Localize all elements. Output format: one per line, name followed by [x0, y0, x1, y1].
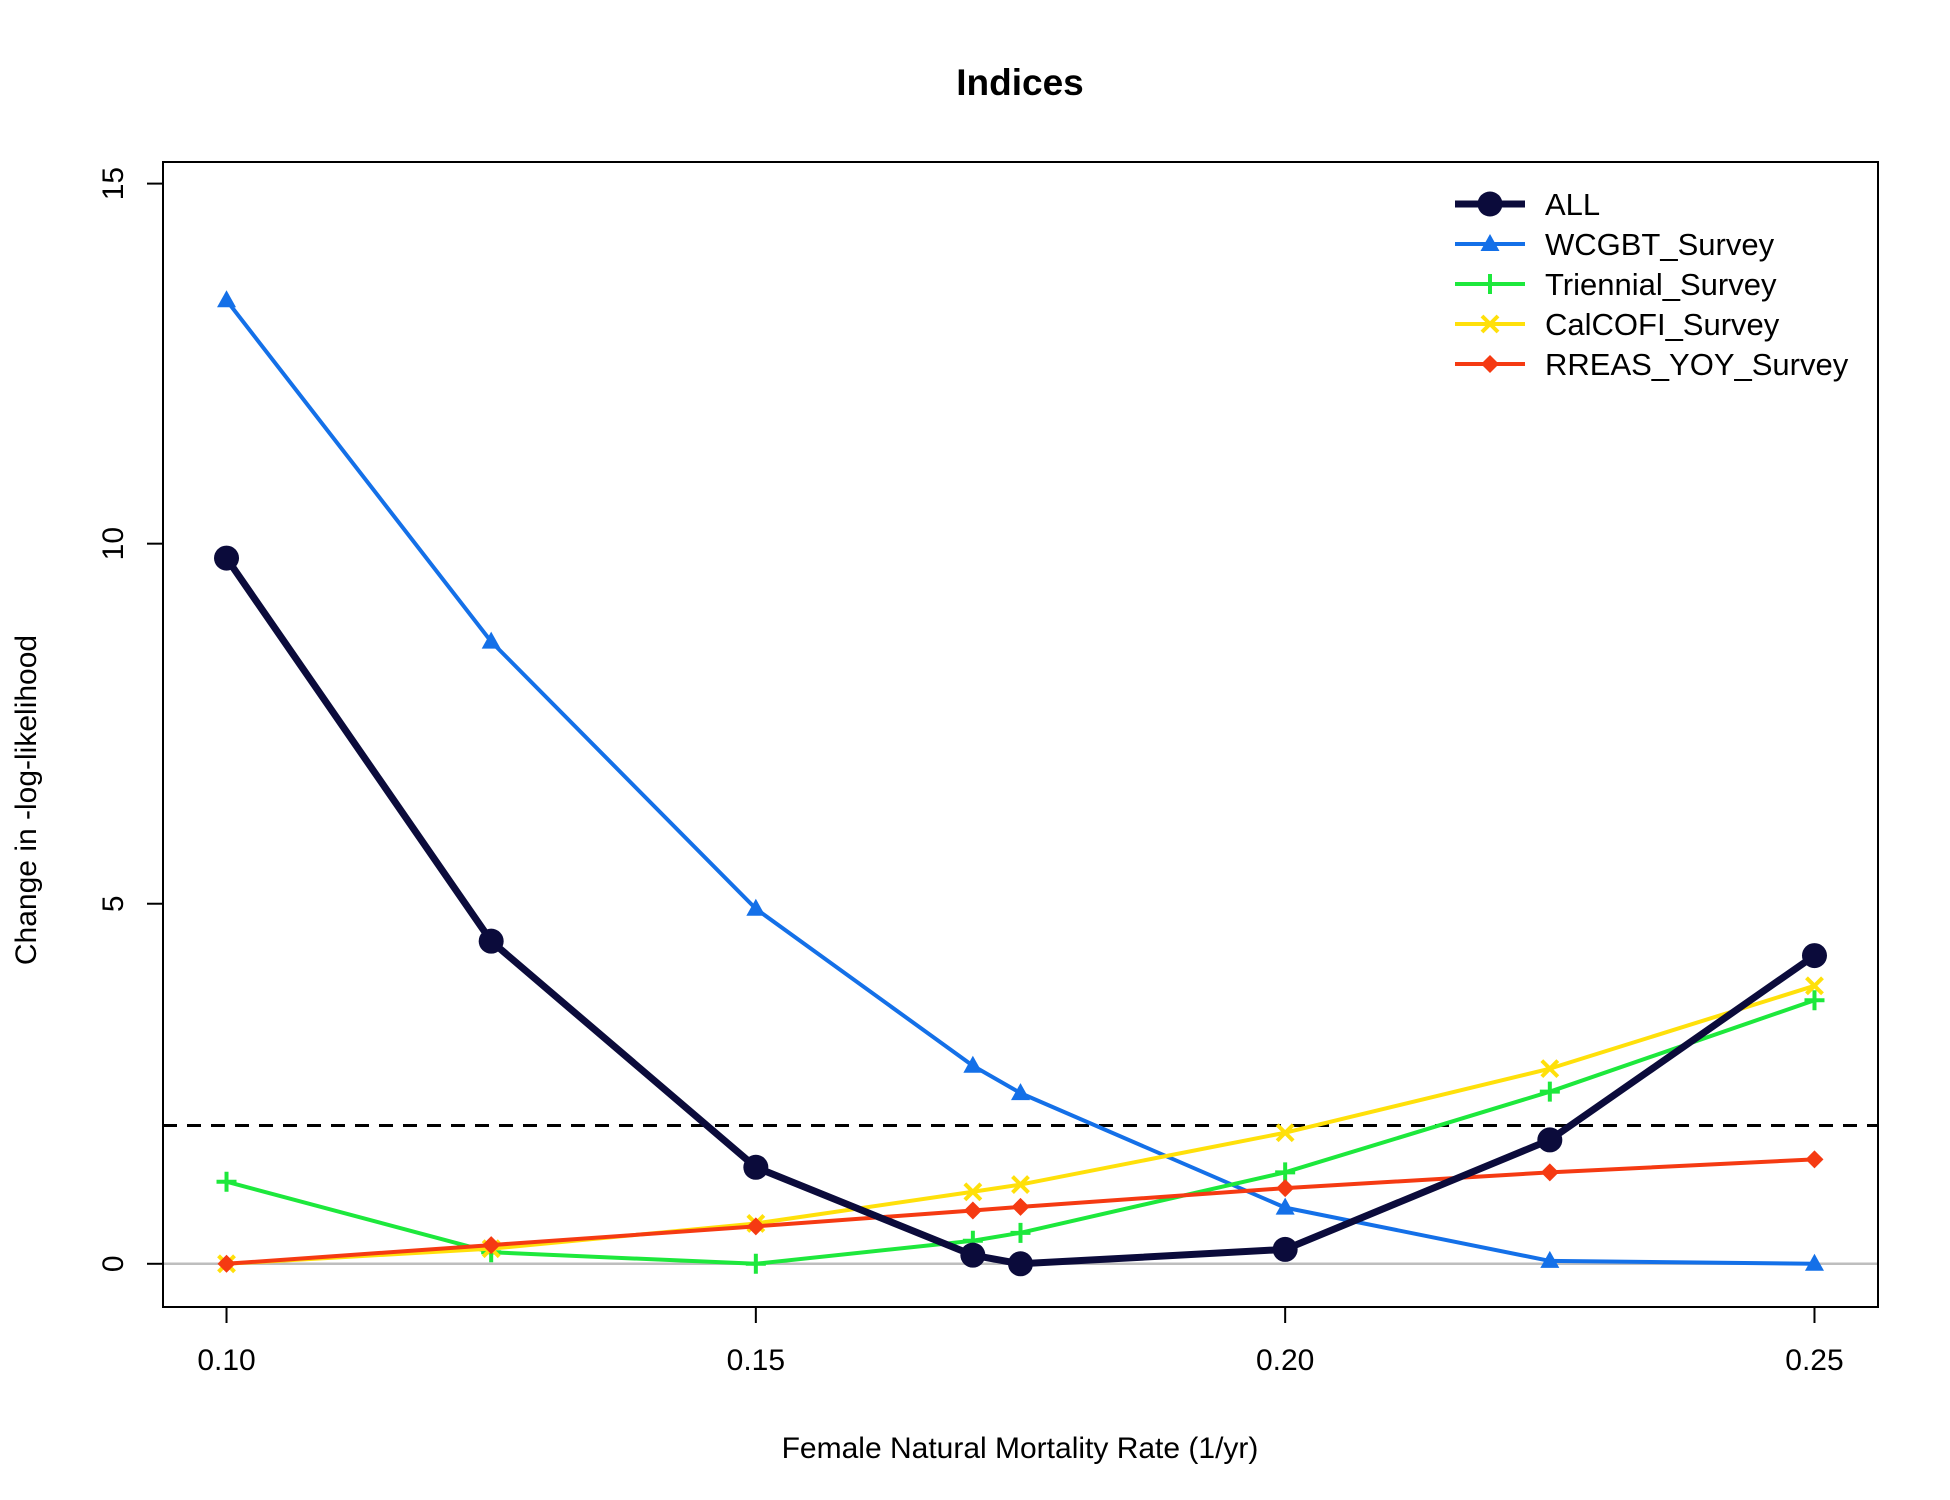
data-point-all: [743, 1154, 769, 1180]
legend-label-rreas-yoy-survey: RREAS_YOY_Survey: [1545, 347, 1849, 382]
legend-marker-rreas-yoy-survey: [1481, 355, 1499, 373]
data-point-rreas-yoy-survey: [1540, 1163, 1559, 1182]
series-line-calcofi-survey: [224, 983, 1817, 1266]
y-tick-label: 5: [97, 895, 130, 912]
legend-marker-triennial-survey: [1480, 274, 1500, 294]
data-point-wcgbt-survey: [1804, 1253, 1824, 1271]
data-point-wcgbt-survey: [963, 1055, 983, 1073]
data-point-triennial-survey: [1010, 1222, 1031, 1243]
data-point-calcofi-survey: [1011, 1175, 1030, 1194]
x-axis-title: Female Natural Mortality Rate (1/yr): [782, 1432, 1259, 1465]
legend-marker-all: [1477, 191, 1503, 217]
data-point-wcgbt-survey: [1540, 1250, 1560, 1268]
y-tick-label: 0: [97, 1255, 130, 1272]
data-point-rreas-yoy-survey: [1805, 1150, 1824, 1169]
legend-item-rreas-yoy-survey: RREAS_YOY_Survey: [1455, 347, 1849, 382]
data-point-all: [214, 545, 240, 571]
data-point-all: [478, 928, 504, 954]
data-point-triennial-survey: [1539, 1081, 1560, 1102]
legend-label-triennial-survey: Triennial_Survey: [1545, 267, 1777, 302]
x-tick-label: 0.20: [1256, 1344, 1314, 1377]
series-rreas-yoy-survey: [217, 1150, 1824, 1273]
data-point-calcofi-survey: [1275, 1123, 1295, 1143]
data-point-triennial-survey: [216, 1171, 237, 1192]
data-point-all: [1801, 943, 1827, 969]
series-all: [214, 545, 1827, 1277]
data-point-all: [1272, 1236, 1298, 1262]
y-tick-label: 10: [97, 527, 130, 560]
data-point-all: [1008, 1251, 1033, 1277]
series-triennial-survey: [216, 990, 1825, 1274]
data-point-calcofi-survey: [963, 1182, 983, 1202]
chart-title: Indices: [956, 62, 1084, 103]
x-tick-label: 0.15: [727, 1344, 785, 1377]
data-point-rreas-yoy-survey: [217, 1254, 236, 1273]
series-line-all: [223, 554, 1818, 1268]
series-layer: [214, 290, 1827, 1277]
legend-marker-wcgbt-survey: [1480, 234, 1500, 251]
legend-item-triennial-survey: Triennial_Survey: [1455, 267, 1777, 302]
data-point-triennial-survey: [745, 1253, 766, 1274]
legend-label-all: ALL: [1545, 187, 1600, 222]
series-line-triennial-survey: [224, 998, 1817, 1266]
data-point-triennial-survey: [1804, 990, 1825, 1011]
series-line-rreas-yoy-survey: [224, 1157, 1817, 1266]
series-line-wcgbt-survey: [224, 298, 1817, 1266]
data-point-all: [960, 1242, 986, 1268]
y-tick-label: 15: [97, 167, 130, 200]
data-point-rreas-yoy-survey: [482, 1236, 501, 1255]
x-tick-label: 0.10: [197, 1344, 255, 1377]
data-point-calcofi-survey: [1540, 1059, 1560, 1079]
x-axis: 0.10 0.15 0.20 0.25: [197, 1306, 1844, 1377]
data-point-rreas-yoy-survey: [1276, 1179, 1295, 1198]
data-point-rreas-yoy-survey: [963, 1201, 982, 1220]
data-point-rreas-yoy-survey: [746, 1217, 765, 1236]
data-point-rreas-yoy-survey: [1011, 1197, 1030, 1216]
data-point-wcgbt-survey: [481, 631, 501, 649]
data-point-all: [1537, 1127, 1563, 1153]
data-point-wcgbt-survey: [1275, 1197, 1295, 1215]
reference-lines: [163, 1124, 1878, 1266]
y-axis: 0 5 10 15: [97, 167, 164, 1272]
legend-item-wcgbt-survey: WCGBT_Survey: [1455, 227, 1775, 262]
data-point-wcgbt-survey: [217, 290, 237, 308]
legend-label-calcofi-survey: CalCOFI_Survey: [1545, 307, 1780, 342]
series-wcgbt-survey: [217, 290, 1824, 1271]
legend-item-all: ALL: [1455, 187, 1600, 222]
y-axis-title: Change in -log-likelihood: [10, 635, 43, 965]
legend-marker-calcofi-survey: [1480, 314, 1500, 334]
data-point-triennial-survey: [1275, 1162, 1296, 1183]
data-point-wcgbt-survey: [1011, 1083, 1030, 1101]
data-point-calcofi-survey: [1805, 976, 1824, 996]
x-tick-label: 0.25: [1785, 1344, 1843, 1377]
legend-item-calcofi-survey: CalCOFI_Survey: [1455, 307, 1780, 342]
legend-label-wcgbt-survey: WCGBT_Survey: [1545, 227, 1775, 262]
data-point-wcgbt-survey: [746, 898, 766, 916]
legend: ALL WCGBT_Survey Triennial_Survey CalCOFI_S…: [1455, 187, 1849, 382]
